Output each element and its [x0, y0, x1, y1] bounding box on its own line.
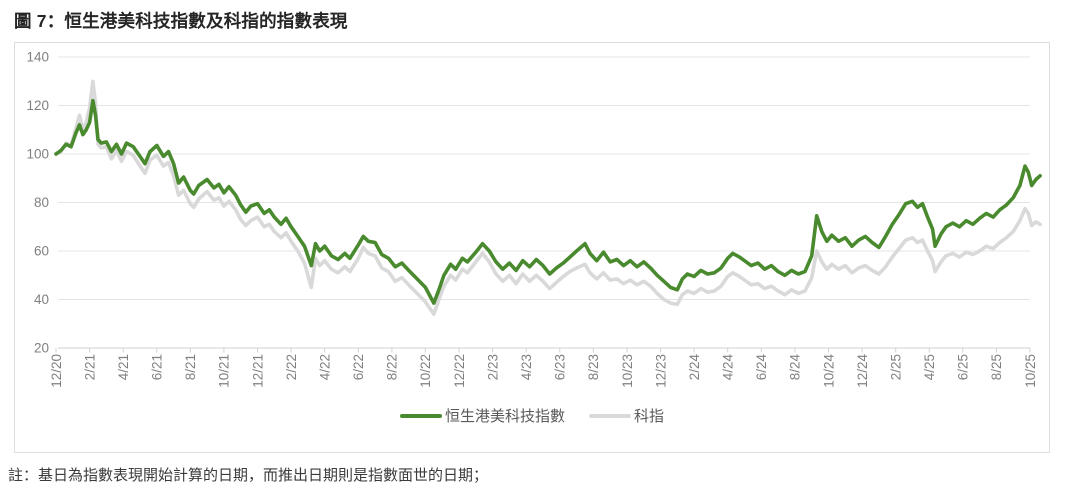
svg-text:60: 60 — [34, 244, 49, 259]
svg-text:6/21: 6/21 — [150, 354, 165, 380]
svg-text:4/25: 4/25 — [922, 354, 937, 380]
svg-text:20: 20 — [34, 341, 49, 356]
svg-text:10/21: 10/21 — [217, 354, 232, 388]
legend-item-hstech-hkus: 恒生港美科技指數 — [399, 405, 565, 426]
svg-text:12/24: 12/24 — [855, 354, 870, 388]
svg-text:12/22: 12/22 — [452, 354, 467, 388]
svg-text:10/25: 10/25 — [1023, 354, 1038, 388]
svg-text:100: 100 — [26, 147, 49, 162]
svg-text:2/22: 2/22 — [284, 354, 299, 380]
svg-text:10/24: 10/24 — [821, 354, 836, 388]
svg-text:8/23: 8/23 — [586, 354, 601, 380]
svg-text:6/23: 6/23 — [553, 354, 568, 380]
page-title: 圖 7：恒生港美科技指數及科指的指數表現 — [14, 11, 348, 31]
legend-label: 恒生港美科技指數 — [444, 408, 565, 425]
svg-text:8/22: 8/22 — [385, 354, 400, 380]
legend-label: 科指 — [634, 408, 665, 425]
svg-text:12/20: 12/20 — [49, 354, 64, 388]
svg-text:80: 80 — [34, 195, 49, 210]
svg-text:6/22: 6/22 — [351, 354, 366, 380]
svg-text:4/23: 4/23 — [519, 354, 534, 380]
svg-text:8/25: 8/25 — [989, 354, 1004, 380]
svg-text:8/21: 8/21 — [183, 354, 198, 380]
chart-card: 140 120 100 80 60 40 20 12/20 2/21 4/21 6/21 8/21 10… — [14, 42, 1050, 453]
legend-item-tech-index: 科指 — [589, 405, 664, 426]
svg-text:2/25: 2/25 — [889, 354, 904, 380]
svg-text:4/24: 4/24 — [721, 354, 736, 381]
svg-text:2/21: 2/21 — [82, 354, 97, 380]
legend-swatch-green-line — [399, 413, 442, 418]
footnote: 註：基日為指數表現開始計算的日期，而推出日期則是指數面世的日期； — [8, 467, 489, 484]
svg-text:8/24: 8/24 — [788, 354, 803, 381]
svg-text:120: 120 — [26, 98, 49, 113]
svg-text:140: 140 — [26, 50, 49, 65]
svg-text:4/22: 4/22 — [318, 354, 333, 380]
svg-text:40: 40 — [34, 292, 49, 307]
svg-text:10/23: 10/23 — [620, 354, 635, 388]
svg-text:2/23: 2/23 — [485, 354, 500, 380]
svg-text:12/23: 12/23 — [653, 354, 668, 388]
svg-text:10/22: 10/22 — [418, 354, 433, 388]
svg-text:2/24: 2/24 — [687, 354, 702, 381]
chart-legend: 恒生港美科技指數 科指 — [15, 405, 1049, 426]
svg-text:4/21: 4/21 — [116, 354, 131, 380]
svg-text:6/24: 6/24 — [754, 354, 769, 381]
svg-text:12/21: 12/21 — [250, 354, 265, 388]
svg-text:6/25: 6/25 — [956, 354, 971, 380]
legend-swatch-gray-line — [589, 413, 631, 418]
